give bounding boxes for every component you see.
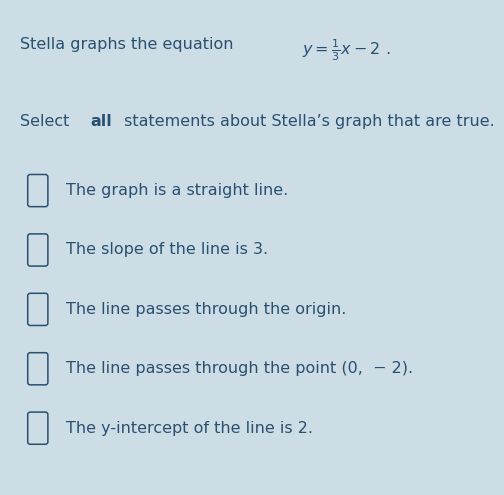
Text: The slope of the line is 3.: The slope of the line is 3. xyxy=(66,243,268,257)
Text: all: all xyxy=(91,114,112,129)
FancyBboxPatch shape xyxy=(28,412,48,445)
Text: The line passes through the origin.: The line passes through the origin. xyxy=(66,302,346,317)
Text: $y = \frac{1}{3}x-2$ .: $y = \frac{1}{3}x-2$ . xyxy=(302,37,391,63)
Text: The graph is a straight line.: The graph is a straight line. xyxy=(66,183,288,198)
FancyBboxPatch shape xyxy=(28,352,48,385)
Text: The y-intercept of the line is 2.: The y-intercept of the line is 2. xyxy=(66,421,312,436)
FancyBboxPatch shape xyxy=(28,234,48,266)
FancyBboxPatch shape xyxy=(28,293,48,326)
Text: The line passes through the point (0,  − 2).: The line passes through the point (0, − … xyxy=(66,361,413,376)
Text: Stella graphs the equation: Stella graphs the equation xyxy=(20,37,239,52)
Text: statements about Stella’s graph that are true.: statements about Stella’s graph that are… xyxy=(118,114,494,129)
Text: Select: Select xyxy=(20,114,75,129)
FancyBboxPatch shape xyxy=(28,175,48,207)
